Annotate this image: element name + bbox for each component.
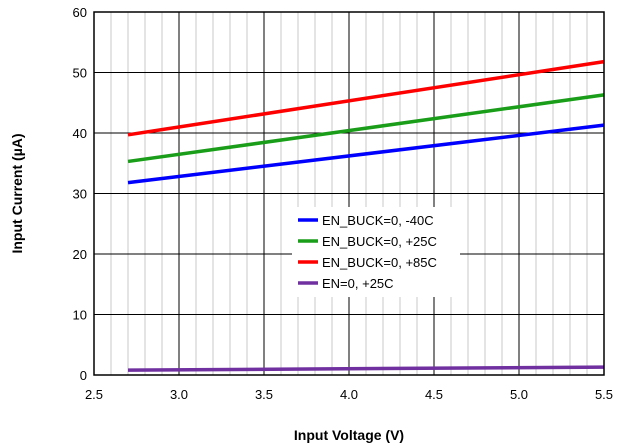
- x-tick-label: 2.5: [85, 387, 103, 402]
- x-tick-label: 5.0: [510, 387, 528, 402]
- x-tick-label: 3.5: [255, 387, 273, 402]
- legend: EN_BUCK=0, -40C EN_BUCK=0, +25C EN_BUCK=0,…: [292, 207, 460, 297]
- x-tick-labels: 2.5 3.0 3.5 4.0 4.5 5.0 5.5: [85, 387, 613, 402]
- y-tick-label: 40: [73, 126, 87, 141]
- legend-label: EN_BUCK=0, -40C: [322, 213, 434, 228]
- y-tick-label: 60: [73, 5, 87, 20]
- series-line-1: [127, 93, 605, 164]
- plot-frame: [93, 11, 605, 376]
- x-tick-label: 5.5: [595, 387, 613, 402]
- x-tick-label: 3.0: [170, 387, 188, 402]
- y-tick-label: 50: [73, 66, 87, 81]
- series-line-3: [127, 365, 605, 372]
- legend-label: EN_BUCK=0, +85C: [322, 255, 437, 270]
- x-axis-title: Input Voltage (V): [294, 427, 404, 443]
- major-gridlines: [93, 11, 605, 376]
- legend-label: EN=0, +25C: [322, 276, 394, 291]
- series-layer: [127, 59, 605, 372]
- y-tick-label: 20: [73, 247, 87, 262]
- y-tick-label: 10: [73, 308, 87, 323]
- legend-label: EN_BUCK=0, +25C: [322, 234, 437, 249]
- y-tick-label: 0: [80, 368, 87, 383]
- series-line-0: [127, 123, 605, 185]
- y-axis-title: Input Current (µA): [9, 133, 25, 253]
- series-line-2: [127, 59, 605, 137]
- y-tick-labels: 0 10 20 30 40 50 60: [73, 5, 87, 383]
- x-tick-label: 4.5: [425, 387, 443, 402]
- y-tick-label: 30: [73, 187, 87, 202]
- legend-box: [292, 207, 460, 297]
- x-tick-label: 4.0: [340, 387, 358, 402]
